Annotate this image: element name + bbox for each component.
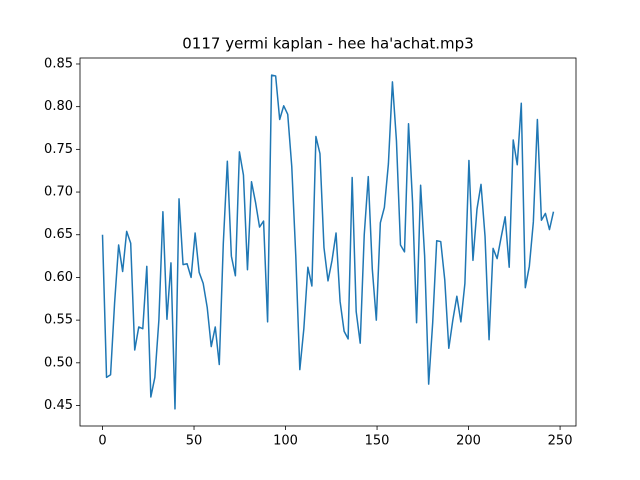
y-tick-label: 0.65 [44,227,73,242]
y-tick-label: 0.70 [44,185,73,200]
chart-title: 0117 yermi kaplan - hee ha'achat.mp3 [182,35,473,53]
y-tick-label: 0.80 [44,99,73,114]
plot-frame [79,57,577,427]
line-series [101,74,555,410]
y-tick-label: 0.85 [44,56,73,71]
y-tick-label: 0.50 [44,355,73,370]
y-tick-label: 0.75 [44,142,73,157]
y-tick-label: 0.60 [44,270,73,285]
x-tick-label: 200 [456,434,481,449]
x-tick-label: 50 [186,434,203,449]
x-tick-label: 0 [98,434,106,449]
x-tick-label: 100 [273,434,298,449]
y-tick-label: 0.55 [44,313,73,328]
x-tick-label: 250 [548,434,573,449]
y-tick-label: 0.45 [44,398,73,413]
x-tick-label: 150 [365,434,390,449]
